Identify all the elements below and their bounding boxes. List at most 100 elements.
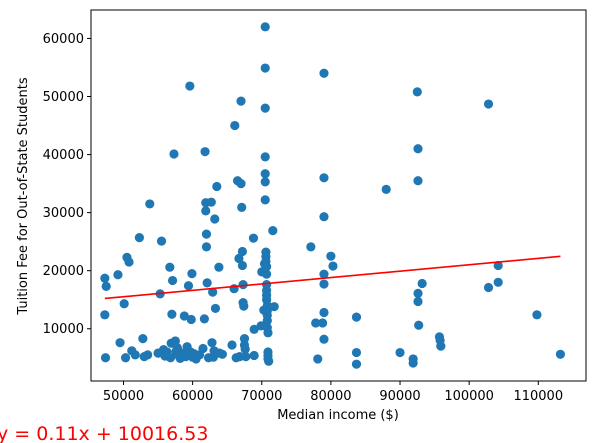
data-point <box>185 81 195 91</box>
y-tick-label: 60000 <box>43 32 84 47</box>
data-point <box>124 257 134 267</box>
data-point <box>313 354 323 364</box>
data-point <box>317 318 328 328</box>
data-points <box>100 22 566 369</box>
data-point <box>493 260 503 271</box>
data-point <box>260 152 270 162</box>
data-point <box>130 350 140 360</box>
data-point <box>230 120 240 131</box>
data-point <box>100 353 111 363</box>
data-point <box>381 184 391 195</box>
data-point <box>237 202 247 213</box>
data-point <box>264 356 274 366</box>
x-tick-label: 50000 <box>103 389 144 404</box>
data-point <box>187 268 197 279</box>
y-tick-label: 30000 <box>43 206 84 221</box>
data-point <box>319 68 329 78</box>
data-point <box>319 334 329 344</box>
data-point <box>210 214 220 224</box>
y-axis-title: Tuition Fee for Out-of-State Students <box>16 77 31 315</box>
data-point <box>408 358 418 368</box>
data-point <box>212 181 222 192</box>
data-point <box>186 314 196 325</box>
data-point <box>167 275 178 286</box>
data-point <box>119 299 129 309</box>
data-point <box>319 173 329 183</box>
data-point <box>239 334 250 344</box>
data-point <box>326 251 336 261</box>
data-point <box>351 359 362 369</box>
data-point <box>143 350 153 360</box>
data-point <box>268 226 278 236</box>
data-point <box>165 262 175 272</box>
data-point <box>236 178 246 189</box>
data-point <box>202 278 212 288</box>
data-point <box>207 338 217 348</box>
y-tick-label: 10000 <box>43 322 84 337</box>
data-point <box>260 103 270 113</box>
data-point <box>234 253 244 264</box>
data-point <box>319 212 329 222</box>
data-point <box>167 309 177 319</box>
data-point <box>262 269 272 279</box>
data-point <box>156 236 167 246</box>
data-point <box>260 63 270 73</box>
y-axis-ticks: 10000 20000 30000 40000 50000 60000 <box>43 32 91 337</box>
data-point <box>260 195 270 205</box>
data-point <box>238 280 248 290</box>
data-point <box>412 87 422 97</box>
data-point <box>170 336 180 346</box>
x-axis-ticks: 50000 60000 70000 80000 90000 100000 110000 <box>103 381 563 404</box>
data-point <box>134 232 144 243</box>
x-tick-label: 110000 <box>513 389 563 404</box>
data-point <box>100 273 110 283</box>
data-point <box>319 307 329 318</box>
data-point <box>208 287 218 297</box>
y-tick-label: 50000 <box>43 90 84 105</box>
data-point <box>417 278 427 289</box>
data-point <box>260 177 270 187</box>
data-point <box>413 296 423 307</box>
data-point <box>413 176 423 186</box>
data-point <box>249 350 259 361</box>
data-point <box>555 349 566 359</box>
data-point <box>240 344 250 354</box>
data-point <box>414 320 424 330</box>
data-point <box>169 149 179 159</box>
data-point <box>483 99 494 109</box>
data-point <box>436 341 446 351</box>
data-point <box>201 229 212 239</box>
data-point <box>237 246 248 257</box>
data-point <box>351 312 362 322</box>
data-point <box>241 352 251 362</box>
data-point <box>199 314 209 324</box>
data-point <box>248 233 259 243</box>
data-point <box>138 334 148 344</box>
data-point <box>249 324 259 334</box>
data-point <box>532 310 542 320</box>
data-point <box>201 206 211 216</box>
data-point <box>260 169 270 179</box>
data-point <box>227 340 237 350</box>
data-point <box>113 270 123 280</box>
x-tick-label: 80000 <box>310 389 351 404</box>
data-point <box>269 302 279 312</box>
data-point <box>493 277 503 287</box>
regression-equation: y = 0.11x + 10016.53 <box>0 423 208 443</box>
data-point <box>395 347 405 358</box>
x-tick-label: 90000 <box>379 389 420 404</box>
y-tick-label: 20000 <box>43 264 84 279</box>
data-point <box>165 353 176 363</box>
data-point <box>201 242 212 252</box>
data-point <box>319 279 329 289</box>
data-point <box>413 144 423 154</box>
data-point <box>319 269 329 279</box>
data-point <box>145 199 155 209</box>
data-point <box>237 260 248 271</box>
data-point <box>198 343 208 354</box>
data-point <box>183 281 194 291</box>
data-point <box>100 310 110 320</box>
data-point <box>236 96 246 106</box>
data-point <box>115 338 125 348</box>
